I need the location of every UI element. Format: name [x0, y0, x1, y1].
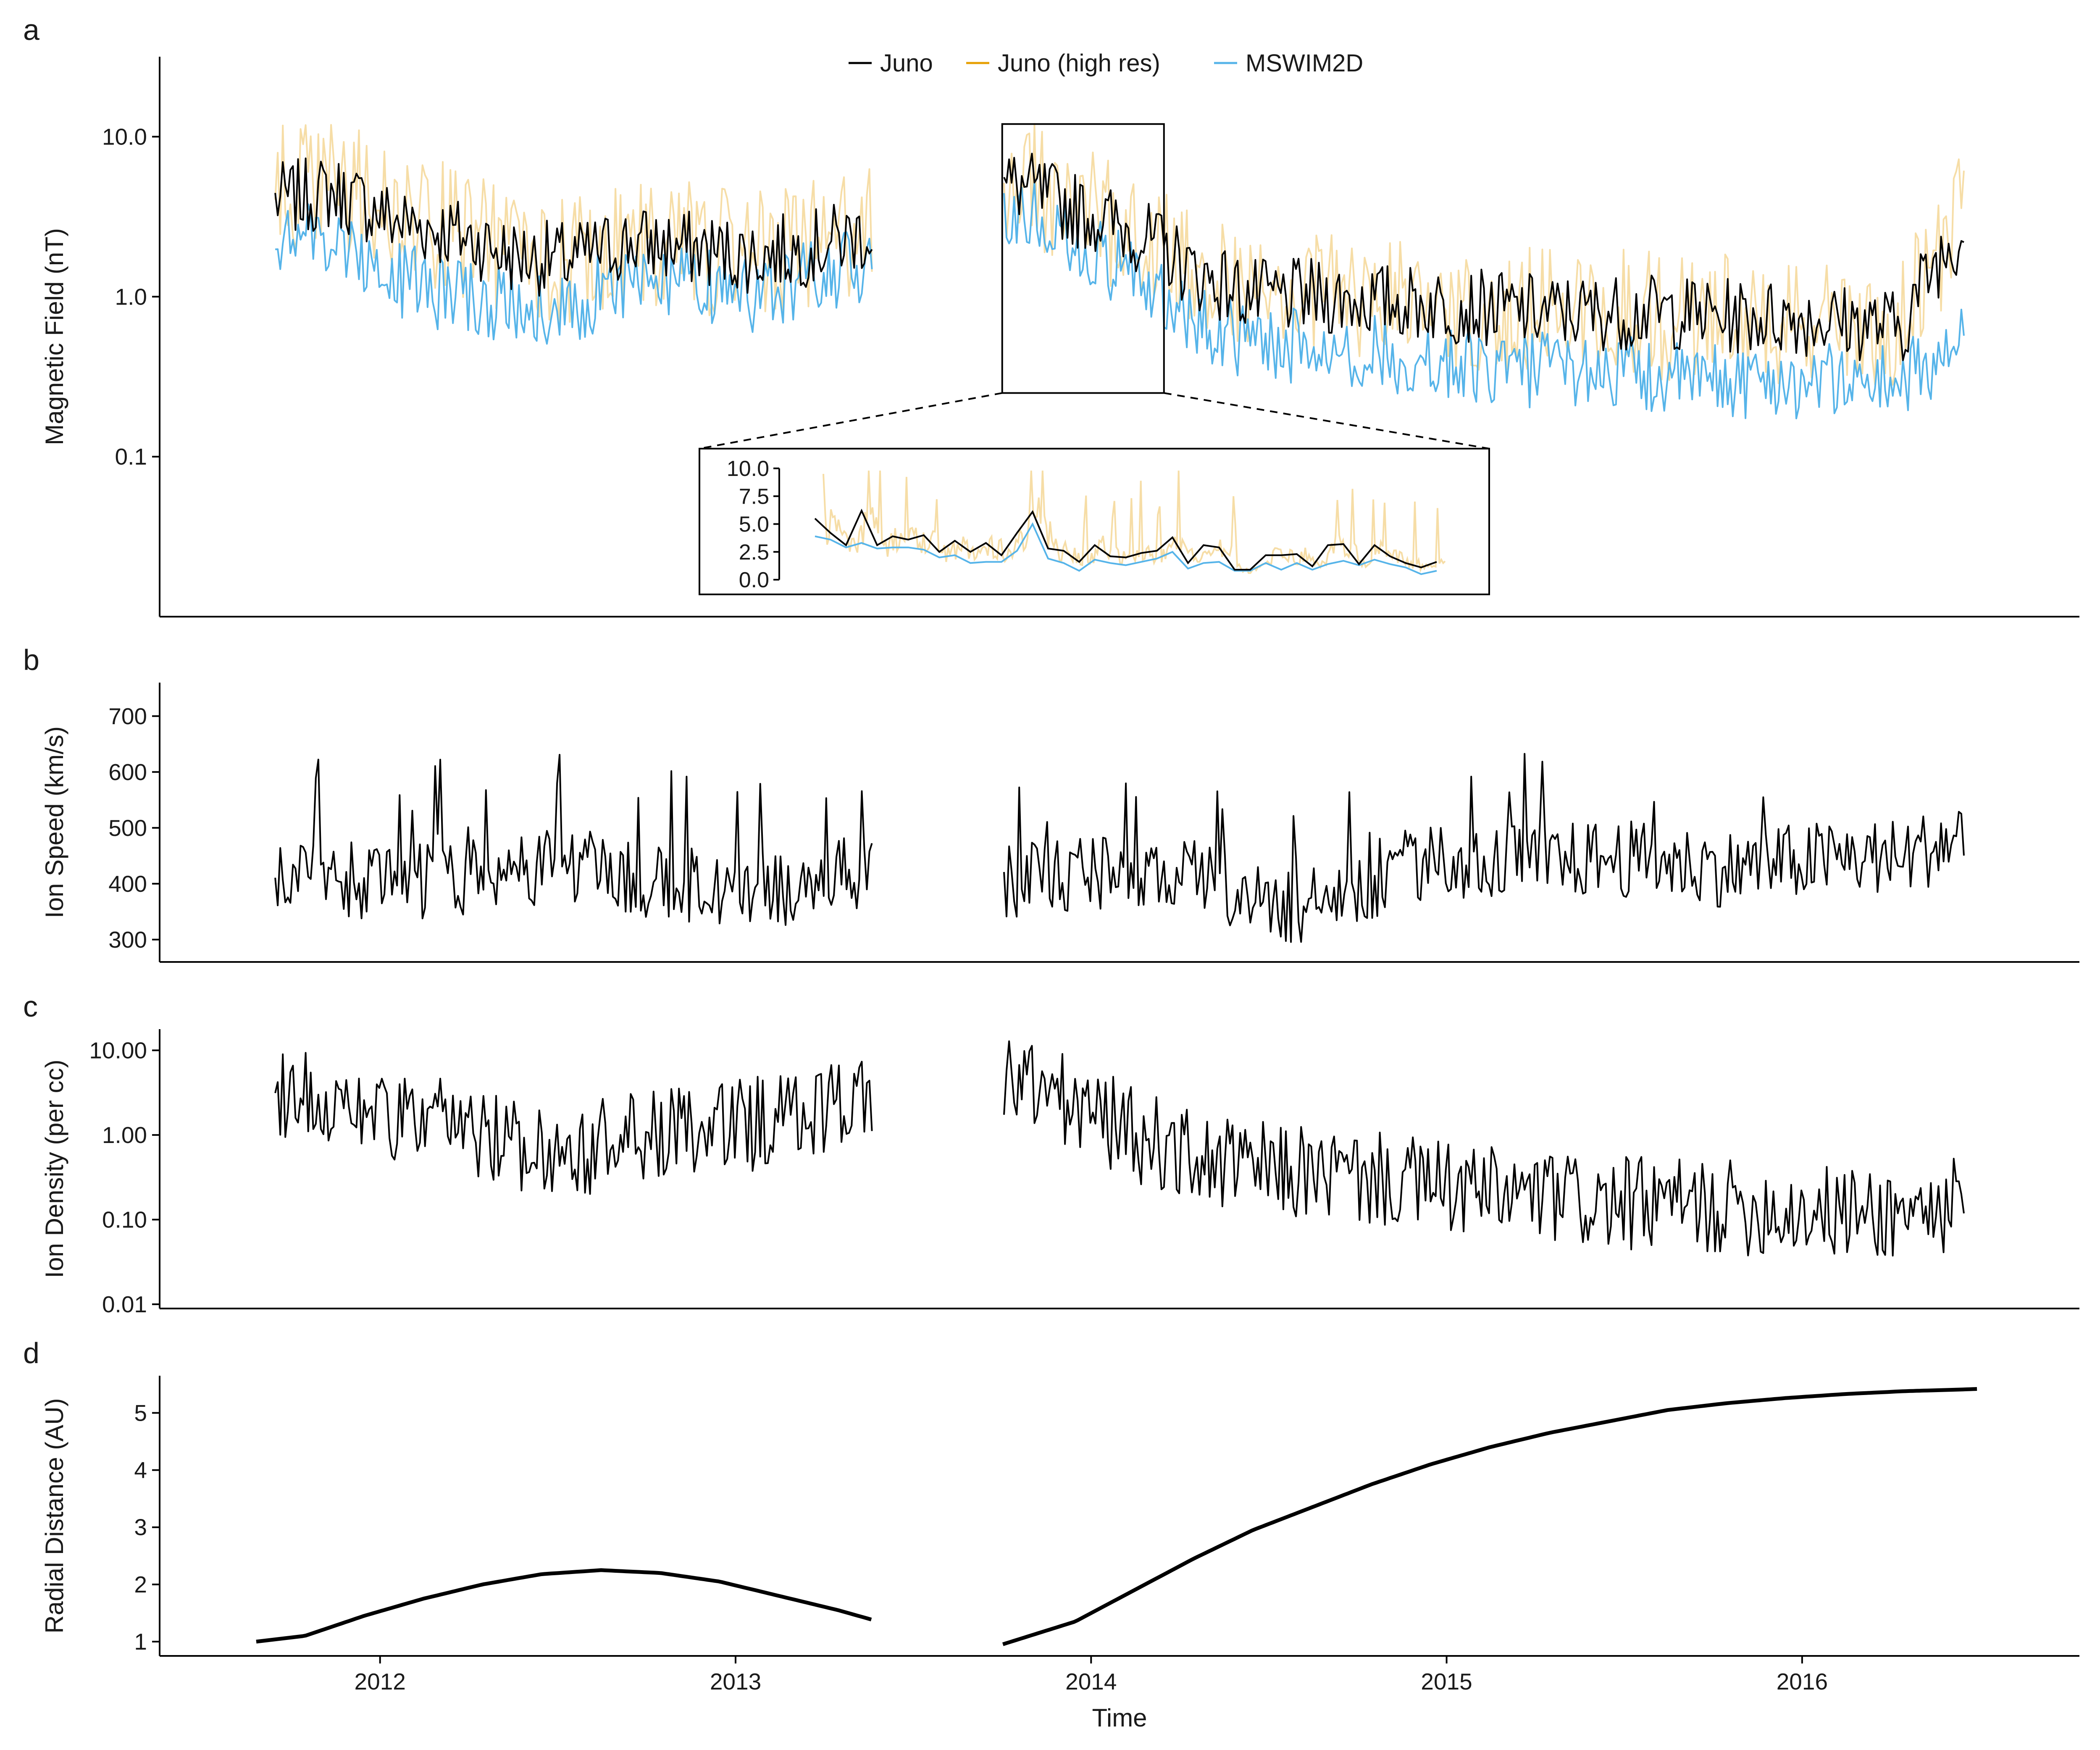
y-tick-label: 4	[134, 1457, 147, 1483]
panel-d: 1 2 3 4 5 Radial Distance (AU) d	[23, 1337, 2079, 1657]
x-tick-label: 2016	[1777, 1669, 1828, 1695]
y-tick-label: 500	[108, 815, 147, 841]
zoom-connector	[1164, 392, 1490, 449]
y-tick-label: 1.00	[102, 1122, 147, 1148]
x-tick-label: 2013	[710, 1669, 761, 1695]
y-tick-label: 2	[134, 1571, 147, 1598]
panel-letter: c	[23, 990, 38, 1023]
legend-label: Juno (high res)	[998, 50, 1160, 77]
panel-a: 0.1 1.0 10.0 Magnetic Field (nT) a	[23, 13, 2079, 617]
inset-panel: 0.0 2.5 5.0 7.5 10.0	[699, 123, 1490, 595]
y-tick-label: 0.1	[115, 444, 147, 470]
x-tick-label: 2014	[1065, 1669, 1117, 1695]
series-line-juno	[274, 753, 1965, 943]
y-tick-label: 600	[108, 759, 147, 785]
y-axis-label: Ion Speed (km/s)	[40, 726, 68, 918]
panel-b: 300 400 500 600 700 Ion Speed (km/s) b	[23, 644, 2079, 963]
inset-y-tick-label: 10.0	[727, 457, 769, 481]
x-tick-label: 2012	[355, 1669, 406, 1695]
y-axis-label: Magnetic Field (nT)	[40, 228, 68, 445]
legend: Juno Juno (high res) MSWIM2D	[849, 50, 1363, 77]
series-line-juno	[256, 1387, 1977, 1646]
panel-letter: b	[23, 644, 39, 676]
inset-y-tick-label: 7.5	[739, 484, 769, 509]
x-axis: 2012 2013 2014 2015 2016 Time	[355, 1656, 1828, 1732]
y-tick-label: 0.01	[102, 1291, 147, 1317]
y-tick-label: 3	[134, 1514, 147, 1540]
y-tick-label: 0.10	[102, 1206, 147, 1232]
inset-series-mswim2d	[815, 522, 1437, 575]
y-tick-label: 400	[108, 871, 147, 897]
zoom-connector	[699, 392, 1003, 449]
legend-label: MSWIM2D	[1246, 50, 1363, 77]
series-line-juno	[274, 1040, 1965, 1257]
zoom-rectangle	[1001, 123, 1165, 394]
y-tick-label: 10.0	[102, 123, 147, 150]
y-tick-label: 1	[134, 1629, 147, 1655]
legend-label: Juno	[880, 50, 933, 77]
x-tick-label: 2015	[1421, 1669, 1472, 1695]
y-tick-label: 10.00	[89, 1037, 147, 1063]
panel-letter: a	[23, 13, 39, 46]
y-tick-label: 1.0	[115, 284, 147, 310]
x-axis-label: Time	[1092, 1704, 1147, 1732]
y-axis-label: Ion Density (per cc)	[40, 1059, 68, 1278]
y-tick-label: 5	[134, 1400, 147, 1426]
inset-y-tick-label: 5.0	[739, 512, 769, 537]
inset-box	[699, 448, 1490, 595]
y-tick-label: 300	[108, 927, 147, 953]
panel-letter: d	[23, 1337, 39, 1369]
inset-y-tick-label: 2.5	[739, 540, 769, 565]
panel-c: 0.01 0.10 1.00 10.00 Ion Density (per cc) c	[23, 990, 2079, 1317]
y-tick-label: 700	[108, 703, 147, 729]
inset-y-tick-label: 0.0	[739, 568, 769, 592]
inset-series-juno	[814, 508, 1437, 571]
y-axis-label: Radial Distance (AU)	[40, 1398, 68, 1633]
